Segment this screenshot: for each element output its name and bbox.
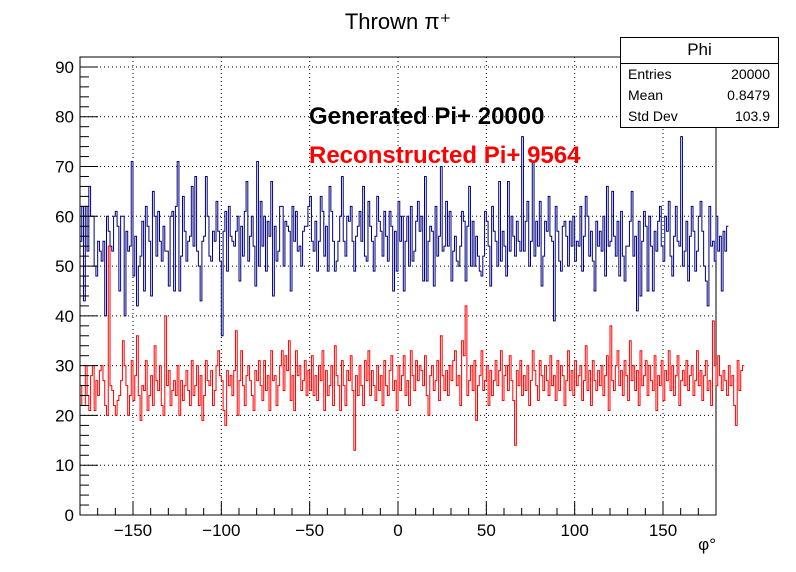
x-tick-label: 150 [649,521,677,540]
y-tick-label: 0 [65,506,74,525]
y-tick-label: 60 [55,207,74,226]
histogram-series-2 [80,245,745,451]
y-tick-label: 40 [55,307,74,326]
y-tick-label: 30 [55,357,74,376]
annotation-1: Generated Pi+ 20000 [309,103,544,130]
stats-label: Std Dev [628,108,678,124]
histogram-series-1 [80,136,729,337]
annotations: Generated Pi+ 20000 Reconstructed Pi+ 956… [309,103,581,169]
stats-value: 0.8479 [727,87,770,103]
stats-value: 20000 [731,66,770,82]
x-axis-label: φ° [698,535,716,554]
axis-ticks: −150 −100 −50 0 50 100 150 0 10 20 30 40 50 60 70 80 90 [55,58,699,540]
x-tick-label: 0 [393,521,402,540]
y-tick-label: 50 [55,257,74,276]
y-tick-label: 10 [55,456,74,475]
y-tick-label: 90 [55,58,74,77]
x-tick-label: 50 [477,521,496,540]
stats-title: Phi [621,38,778,64]
chart-title: Thrown π⁺ [345,9,451,34]
histogram-series [80,136,745,451]
stats-row-mean: Mean 0.8479 [621,85,778,106]
stats-box: Phi Entries 20000 Mean 0.8479 Std Dev 10… [620,37,779,128]
stats-label: Entries [628,66,672,82]
annotation-2: Reconstructed Pi+ 9564 [309,142,581,169]
stats-row-entries: Entries 20000 [621,64,778,85]
x-tick-label: −50 [295,521,324,540]
y-tick-label: 70 [55,158,74,177]
y-tick-label: 80 [55,108,74,127]
x-tick-label: −100 [202,521,240,540]
y-tick-label: 20 [55,406,74,425]
stats-label: Mean [628,87,664,103]
x-tick-label: −150 [114,521,152,540]
stats-row-stddev: Std Dev 103.9 [621,106,778,127]
stats-value: 103.9 [734,108,770,124]
x-tick-label: 100 [560,521,588,540]
